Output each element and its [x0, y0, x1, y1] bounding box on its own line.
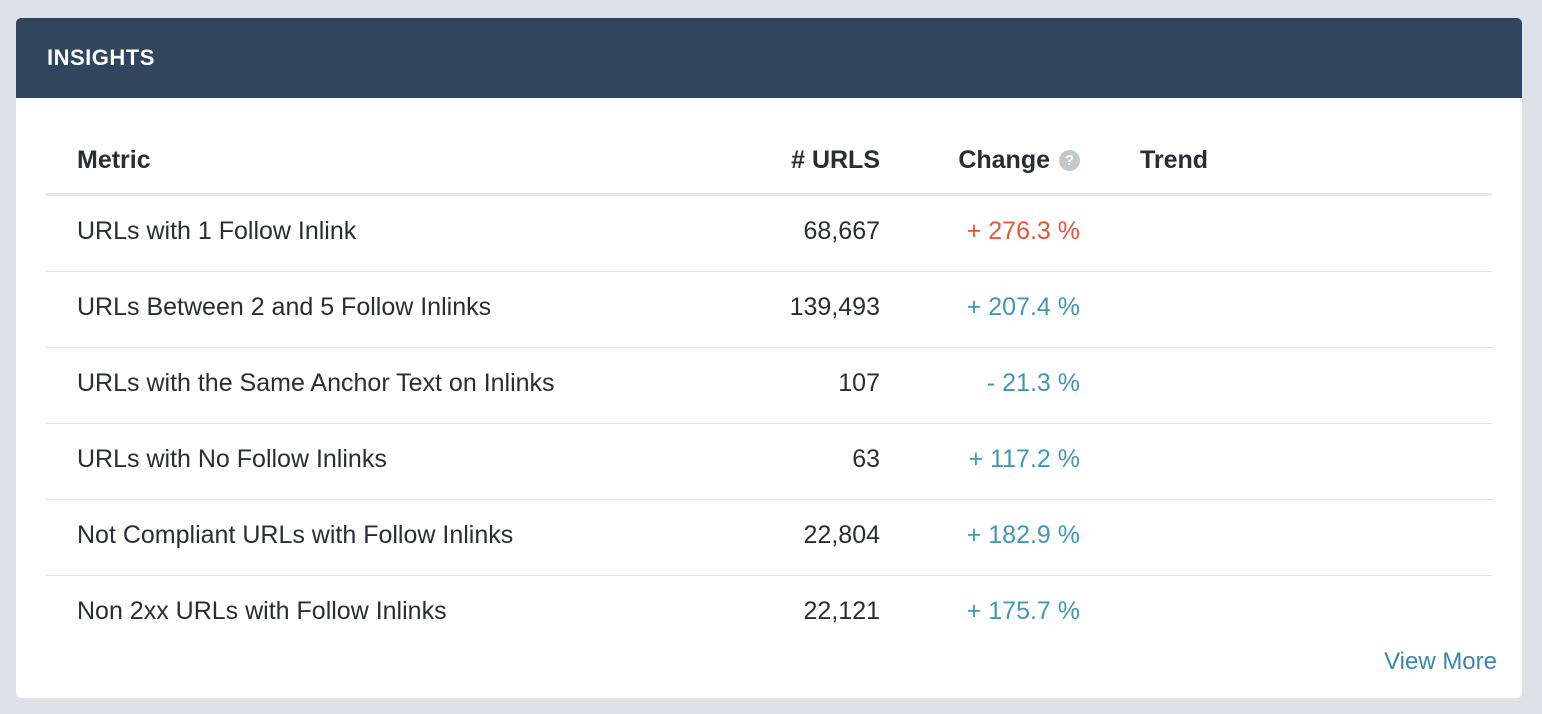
card-header: INSIGHTS [16, 18, 1522, 98]
change-cell: + 276.3 % [966, 217, 1080, 245]
urls-count-cell: 63 [852, 445, 880, 473]
column-header-metric[interactable]: Metric [77, 146, 151, 174]
metric-cell[interactable]: Not Compliant URLs with Follow Inlinks [77, 521, 514, 549]
column-header-change-label: Change [958, 146, 1050, 174]
table-header: Metric # URLS Change ? Trend [46, 122, 1492, 196]
metric-cell[interactable]: URLs Between 2 and 5 Follow Inlinks [77, 293, 492, 321]
insights-table: Metric # URLS Change ? Trend URLs with 1… [46, 122, 1492, 651]
column-header-trend: Trend [1140, 146, 1209, 174]
metric-cell[interactable]: Non 2xx URLs with Follow Inlinks [77, 597, 447, 625]
change-cell: + 182.9 % [966, 521, 1080, 549]
view-more-link[interactable]: View More [1384, 648, 1497, 675]
table-row[interactable]: Not Compliant URLs with Follow Inlinks 2… [46, 500, 1492, 576]
change-cell: + 117.2 % [968, 445, 1080, 473]
urls-count-cell: 139,493 [789, 293, 880, 321]
table-row[interactable]: URLs with the Same Anchor Text on Inlink… [46, 348, 1492, 424]
change-cell: - 21.3 % [986, 369, 1080, 397]
table-row[interactable]: URLs Between 2 and 5 Follow Inlinks 139,… [46, 272, 1492, 348]
table-row[interactable]: URLs with 1 Follow Inlink 68,667 + 276.3… [46, 196, 1492, 272]
column-header-change[interactable]: Change ? [958, 146, 1080, 175]
table-row[interactable]: Non 2xx URLs with Follow Inlinks 22,121 … [46, 576, 1492, 651]
urls-count-cell: 22,121 [803, 597, 880, 625]
column-header-urls[interactable]: # URLS [791, 146, 880, 174]
metric-cell[interactable]: URLs with No Follow Inlinks [77, 445, 387, 473]
table-row[interactable]: URLs with No Follow Inlinks 63 + 117.2 % [46, 424, 1492, 500]
help-icon[interactable]: ? [1059, 150, 1080, 171]
urls-count-cell: 107 [838, 369, 880, 397]
insights-card: INSIGHTS Metric # URLS Change ? Trend UR… [16, 18, 1522, 698]
metric-cell[interactable]: URLs with 1 Follow Inlink [77, 217, 357, 245]
urls-count-cell: 68,667 [803, 217, 880, 245]
change-cell: + 207.4 % [966, 293, 1080, 321]
urls-count-cell: 22,804 [803, 521, 880, 549]
change-cell: + 175.7 % [966, 597, 1080, 625]
metric-cell[interactable]: URLs with the Same Anchor Text on Inlink… [77, 369, 555, 397]
card-title: INSIGHTS [47, 45, 155, 70]
